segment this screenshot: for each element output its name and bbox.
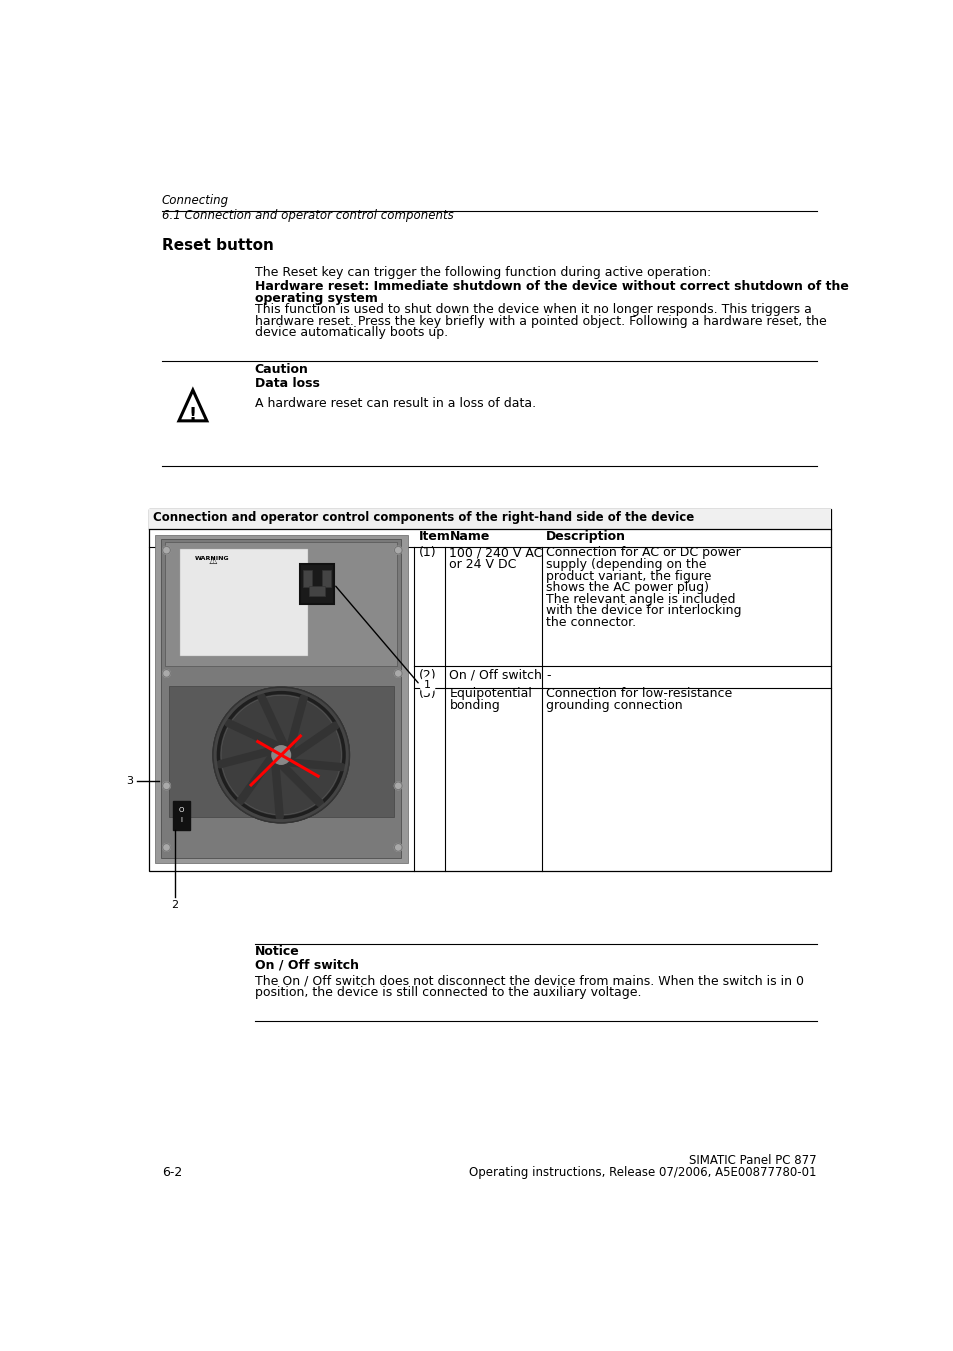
Circle shape bbox=[394, 670, 402, 677]
Circle shape bbox=[272, 746, 291, 765]
Text: grounding connection: grounding connection bbox=[546, 698, 682, 712]
Text: Notice: Notice bbox=[254, 944, 299, 958]
Text: This function is used to shut down the device when it no longer responds. This t: This function is used to shut down the d… bbox=[254, 303, 811, 316]
Circle shape bbox=[162, 782, 171, 790]
Text: shows the AC power plug): shows the AC power plug) bbox=[546, 581, 708, 594]
Text: Connection for low-resistance: Connection for low-resistance bbox=[546, 688, 732, 700]
Text: 6.1 Connection and operator control components: 6.1 Connection and operator control comp… bbox=[162, 209, 453, 222]
Text: Description: Description bbox=[546, 531, 625, 543]
Text: 1: 1 bbox=[424, 680, 431, 690]
Bar bbox=[299, 565, 334, 604]
Circle shape bbox=[419, 677, 435, 693]
Circle shape bbox=[162, 843, 171, 851]
Circle shape bbox=[213, 688, 349, 823]
Text: the connector.: the connector. bbox=[546, 616, 636, 628]
Text: or 24 V DC: or 24 V DC bbox=[449, 558, 517, 571]
Text: device automatically boots up.: device automatically boots up. bbox=[254, 326, 448, 339]
Text: Connection and operator control components of the right-hand side of the device: Connection and operator control componen… bbox=[153, 511, 694, 524]
Circle shape bbox=[394, 546, 402, 554]
Text: Connecting: Connecting bbox=[162, 193, 229, 207]
Text: Connection for AC or DC power: Connection for AC or DC power bbox=[546, 546, 740, 559]
Circle shape bbox=[167, 897, 183, 913]
Text: The relevant angle is included: The relevant angle is included bbox=[546, 593, 735, 605]
Text: (1): (1) bbox=[418, 546, 436, 559]
Text: !: ! bbox=[189, 405, 196, 424]
Text: 3: 3 bbox=[126, 777, 132, 786]
Bar bbox=[321, 570, 331, 588]
Text: (3): (3) bbox=[418, 688, 436, 700]
Text: (2): (2) bbox=[418, 669, 436, 682]
Text: Hardware reset: Immediate shutdown of the device without correct shutdown of the: Hardware reset: Immediate shutdown of th… bbox=[254, 280, 848, 293]
Bar bbox=[161, 539, 401, 858]
Text: I: I bbox=[180, 817, 182, 823]
Text: On / Off switch: On / Off switch bbox=[449, 669, 541, 682]
Text: 100 / 240 V AC: 100 / 240 V AC bbox=[449, 546, 542, 559]
Text: Item: Item bbox=[418, 531, 450, 543]
Bar bbox=[172, 801, 190, 831]
Text: -: - bbox=[546, 669, 550, 682]
Text: On / Off switch: On / Off switch bbox=[254, 958, 358, 971]
Text: Operating instructions, Release 07/2006, A5E00877780-01: Operating instructions, Release 07/2006,… bbox=[469, 1166, 816, 1178]
Text: O: O bbox=[178, 807, 184, 813]
Text: ⚠: ⚠ bbox=[208, 555, 216, 566]
Bar bbox=[165, 543, 397, 666]
Text: Caution: Caution bbox=[254, 363, 309, 376]
Text: hardware reset. Press the key briefly with a pointed object. Following a hardwar: hardware reset. Press the key briefly wi… bbox=[254, 315, 825, 328]
Text: A hardware reset can result in a loss of data.: A hardware reset can result in a loss of… bbox=[254, 397, 536, 411]
Text: supply (depending on the: supply (depending on the bbox=[546, 558, 706, 571]
Bar bbox=[169, 686, 394, 816]
Text: Equipotential: Equipotential bbox=[449, 688, 532, 700]
Text: product variant, the figure: product variant, the figure bbox=[546, 570, 711, 582]
Circle shape bbox=[394, 843, 402, 851]
Text: WARNING: WARNING bbox=[195, 557, 230, 561]
Text: Name: Name bbox=[449, 531, 489, 543]
Text: SIMATIC Panel PC 877: SIMATIC Panel PC 877 bbox=[688, 1154, 816, 1167]
Bar bbox=[154, 535, 407, 863]
Text: 2: 2 bbox=[172, 900, 178, 911]
Circle shape bbox=[162, 546, 171, 554]
Bar bbox=[149, 508, 830, 870]
Text: with the device for interlocking: with the device for interlocking bbox=[546, 604, 741, 617]
Text: position, the device is still connected to the auxiliary voltage.: position, the device is still connected … bbox=[254, 986, 640, 1000]
Circle shape bbox=[162, 670, 171, 677]
Bar bbox=[180, 549, 308, 657]
Text: bonding: bonding bbox=[449, 698, 499, 712]
Text: Reset button: Reset button bbox=[162, 238, 274, 253]
Text: The Reset key can trigger the following function during active operation:: The Reset key can trigger the following … bbox=[254, 266, 710, 280]
Text: Data loss: Data loss bbox=[254, 377, 319, 390]
Text: 6-2: 6-2 bbox=[162, 1166, 182, 1178]
Circle shape bbox=[220, 694, 341, 815]
Bar bbox=[149, 508, 830, 528]
Text: The On / Off switch does not disconnect the device from mains. When the switch i: The On / Off switch does not disconnect … bbox=[254, 974, 803, 988]
Bar bbox=[309, 585, 324, 596]
Text: operating system: operating system bbox=[254, 292, 377, 304]
Circle shape bbox=[394, 782, 402, 790]
Circle shape bbox=[121, 774, 137, 789]
Bar bbox=[303, 570, 312, 588]
